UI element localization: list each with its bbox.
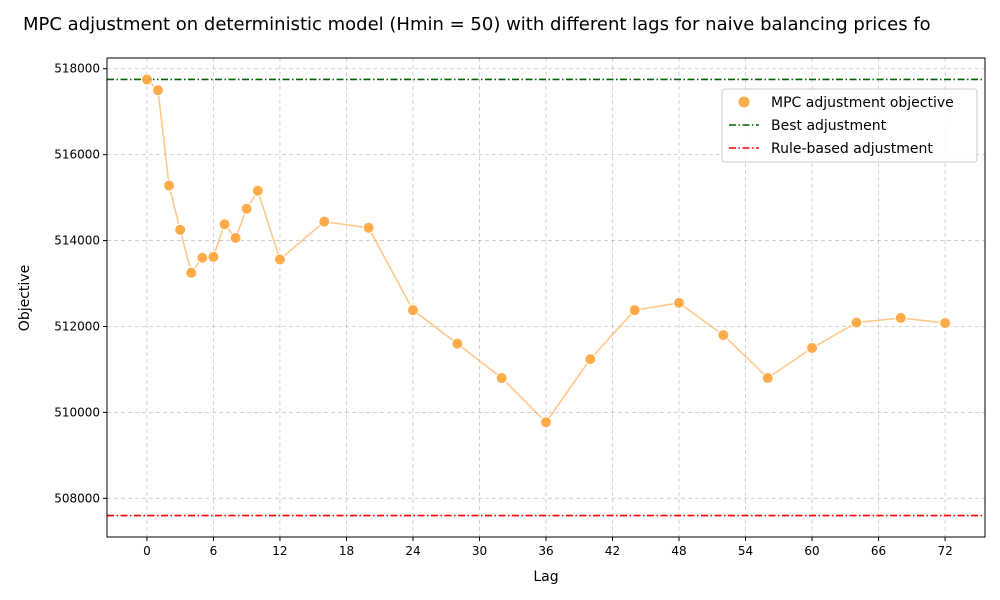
- data-point: [218, 218, 231, 231]
- x-tick-label: 60: [804, 544, 819, 558]
- data-point: [151, 84, 164, 97]
- legend-box: [721, 88, 978, 163]
- data-point: [540, 416, 552, 429]
- data-point: [273, 253, 286, 266]
- legend-label-mpc: MPC adjustment objective: [771, 95, 954, 111]
- data-points: [140, 73, 952, 429]
- x-tick-label: 6: [210, 544, 218, 558]
- data-point: [850, 316, 863, 329]
- data-point: [318, 215, 331, 228]
- x-tick-label: 54: [738, 544, 753, 558]
- data-point: [207, 250, 220, 263]
- data-point: [185, 266, 198, 279]
- x-tick-label: 12: [272, 544, 287, 558]
- y-tick-label: 512000: [54, 319, 100, 333]
- x-tick-label: 66: [871, 544, 886, 558]
- y-tick-label: 518000: [54, 62, 100, 76]
- data-point: [628, 304, 641, 317]
- data-point: [584, 353, 597, 366]
- data-point: [717, 329, 730, 342]
- data-point: [406, 304, 419, 317]
- data-point: [451, 337, 464, 350]
- y-tick-label: 508000: [54, 491, 100, 505]
- data-point: [196, 251, 209, 264]
- x-tick-label: 48: [671, 544, 686, 558]
- x-tick-label: 36: [538, 544, 553, 558]
- reference-lines: [107, 78, 985, 517]
- data-point: [673, 296, 686, 309]
- x-tick-label: 42: [605, 544, 620, 558]
- data-point: [251, 184, 264, 197]
- y-tick-label: 514000: [54, 234, 100, 248]
- data-point: [140, 73, 153, 86]
- data-point: [894, 311, 907, 324]
- y-axis-label: Objective: [17, 265, 33, 331]
- x-tick-label: 0: [143, 544, 151, 558]
- data-point: [163, 179, 176, 192]
- data-point: [495, 372, 508, 385]
- x-tick-label: 72: [937, 544, 952, 558]
- data-point: [174, 223, 187, 236]
- chart-title: MPC adjustment on deterministic model (H…: [23, 14, 931, 35]
- y-tick-label: 516000: [54, 148, 100, 162]
- legend-label-rule: Rule-based adjustment: [771, 141, 933, 157]
- data-point: [806, 341, 819, 354]
- legend-label-best: Best adjustment: [771, 118, 887, 134]
- x-tick-label: 24: [405, 544, 420, 558]
- data-point: [939, 317, 952, 330]
- x-tick-label: 18: [339, 544, 354, 558]
- y-axis-ticks: 508000 510000 512000 514000 516000 518000: [54, 62, 107, 505]
- plot-frame: [106, 57, 986, 538]
- data-point: [761, 372, 774, 385]
- legend-marker-mpc: [737, 95, 751, 109]
- x-axis-ticks: 0 6 12 18 24 30 36 42 48 54 60 66 72: [143, 537, 953, 558]
- data-point: [362, 221, 375, 234]
- x-axis-label: Lag: [533, 569, 558, 585]
- data-point: [229, 232, 242, 245]
- x-tick-label: 30: [472, 544, 487, 558]
- legend: MPC adjustment objective Best adjustment…: [721, 88, 978, 163]
- data-point: [240, 202, 253, 215]
- y-tick-label: 510000: [54, 405, 100, 419]
